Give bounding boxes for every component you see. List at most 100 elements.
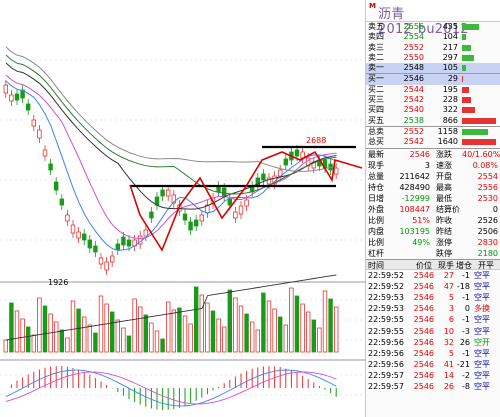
trade-row[interactable]: 22:59:56 2546 5 -1 空平 [366, 348, 500, 359]
volume-bar [289, 287, 294, 353]
col-volume: 现手 [438, 260, 454, 270]
symbol-title[interactable]: 沥青2012 bu2012 [378, 3, 500, 37]
stat-label: 现手 [368, 160, 384, 170]
candle-body [65, 214, 70, 222]
trade-row[interactable]: 22:59:53 2546 5 -1 空平 [366, 292, 500, 303]
stat-label: 最高 [436, 182, 452, 192]
trade-row[interactable]: 22:59:52 2546 47 -18 空平 [366, 281, 500, 292]
volume-bar [188, 323, 193, 353]
stat-value: 0.08% [472, 160, 498, 170]
trade-volume: 26 [443, 382, 454, 392]
candle-body [37, 129, 42, 139]
bid-level-row[interactable]: 买四 2540 322 [366, 105, 500, 115]
volume-bar [272, 308, 277, 353]
volume-bar [317, 327, 322, 353]
stat-row: 比例 49% 涨停 2830 [366, 237, 500, 248]
trade-open-interest-change: -8 [462, 382, 470, 392]
macd-dif-line [5, 369, 337, 407]
ask-level-row[interactable]: 卖一 2548 105 [366, 63, 500, 74]
candle-body [70, 224, 76, 234]
volume-bar [205, 302, 210, 353]
volume-bar [70, 300, 76, 353]
stat-label: 开盘 [436, 171, 452, 181]
level-price: 2546 [403, 74, 424, 84]
candle-body [115, 243, 120, 251]
total-volume: 1158 [437, 126, 458, 136]
trade-row[interactable]: 22:59:55 2546 10 -3 空平 [366, 326, 500, 337]
ma-line [5, 74, 337, 239]
trade-volume: 3 [448, 304, 454, 314]
level-label: 买五 [368, 115, 384, 125]
trade-open-interest-change: -18 [456, 281, 470, 291]
stat-label: 昨收 [436, 215, 452, 225]
trade-row[interactable]: 22:59:56 2546 32 26 空开 [366, 337, 500, 348]
volume-bar [14, 310, 20, 353]
bid-level-row[interactable]: 买五 2538 866 [366, 116, 500, 126]
volume-bar [171, 309, 176, 353]
volume-bar [20, 318, 25, 353]
stat-label: 跌停 [436, 248, 452, 258]
kline-chart-pane[interactable]: 1926 2688 [0, 0, 366, 417]
trades-list[interactable]: 22:59:52 2546 27 -1 空平 22:59:52 2546 47 -18 空平 22:… [366, 270, 500, 393]
bid-levels: 买一 2546 29 买二 2544 195 买三 2542 228 买四 2540 322 买五 253… [366, 74, 500, 125]
trade-row[interactable]: 22:59:55 2546 6 -1 空平 [366, 314, 500, 325]
stat-value: 2546 [409, 149, 430, 159]
level-volume: 435 [442, 22, 458, 31]
divider [366, 125, 500, 127]
volume-bar [65, 337, 70, 353]
bid-level-row[interactable]: 买一 2546 29 [366, 74, 500, 85]
trade-time: 22:59:52 [368, 270, 404, 280]
trade-volume: 14 [443, 371, 454, 381]
trade-time: 22:59:55 [368, 326, 404, 336]
candle-body [9, 94, 14, 102]
level-label: 买三 [368, 95, 384, 105]
volume-bar [238, 305, 244, 353]
trade-row[interactable]: 22:59:52 2546 27 -1 空平 [366, 270, 500, 281]
quote-stats: 最新 2546 涨跌 40/1.60% 现手 3 速涨 0.08% 总量 211642 开盘 2554… [366, 149, 500, 259]
trades-header: 时间 价位 现手 增仓 开平 [366, 258, 500, 270]
symbol-name: 沥青2012 [378, 7, 412, 37]
col-time: 时间 [368, 260, 384, 270]
ask-level-row[interactable]: 卖二 2550 297 [366, 53, 500, 63]
trade-open-interest-change: -2 [462, 371, 470, 381]
ma-line [5, 46, 337, 172]
ask-level-row[interactable]: 卖四 2554 104 [366, 32, 500, 42]
trade-open-interest-change: -21 [456, 360, 470, 370]
trade-time: 22:59:56 [368, 337, 404, 347]
trade-row[interactable]: 22:59:53 2546 3 0 多换 [366, 303, 500, 314]
candle-body [54, 181, 59, 191]
stat-label: 最低 [436, 193, 452, 203]
volume-bar [261, 292, 266, 353]
trade-time: 22:59:53 [368, 292, 404, 302]
volume-bar [210, 310, 216, 353]
trade-row[interactable]: 22:59:56 2546 41 -21 空平 [366, 359, 500, 370]
ask-level-row[interactable]: 卖五 2556 435 [366, 22, 500, 32]
candle-body [3, 84, 8, 94]
volume-bar [132, 298, 137, 353]
divider [366, 73, 500, 75]
trade-row[interactable]: 22:59:57 2546 14 -2 空平 [366, 370, 500, 381]
level-volume: 195 [442, 84, 458, 94]
volume-bar [160, 338, 165, 353]
stat-value: -12999 [401, 193, 430, 203]
trade-price: 2546 [413, 304, 434, 314]
candle-body [244, 199, 249, 207]
bid-level-row[interactable]: 买二 2544 195 [366, 85, 500, 95]
volume-bar [98, 295, 104, 353]
ask-levels: 卖五 2556 435 卖四 2554 104 卖三 2552 217 卖二 2550 297 卖一 25… [366, 22, 500, 74]
open-interest-line [5, 274, 337, 341]
stat-value: 108447 [399, 204, 430, 214]
trade-row[interactable]: 22:59:57 2546 26 -8 空平 [366, 381, 500, 392]
stat-value: 428490 [399, 182, 430, 192]
total-volume-bar [462, 139, 496, 146]
trade-type: 空平 [474, 360, 490, 370]
bid-level-row[interactable]: 买三 2542 228 [366, 95, 500, 105]
trade-price: 2546 [413, 315, 434, 325]
total-row: 总买 2542 1640 [366, 137, 500, 147]
kline-chart[interactable]: 1926 2688 [0, 0, 366, 417]
stat-value: 2830 [477, 237, 498, 247]
ask-level-row[interactable]: 卖三 2552 217 [366, 43, 500, 53]
stat-label: 日增 [368, 193, 384, 203]
trade-open-interest-change: -3 [462, 326, 470, 336]
level-label: 卖二 [368, 52, 384, 62]
